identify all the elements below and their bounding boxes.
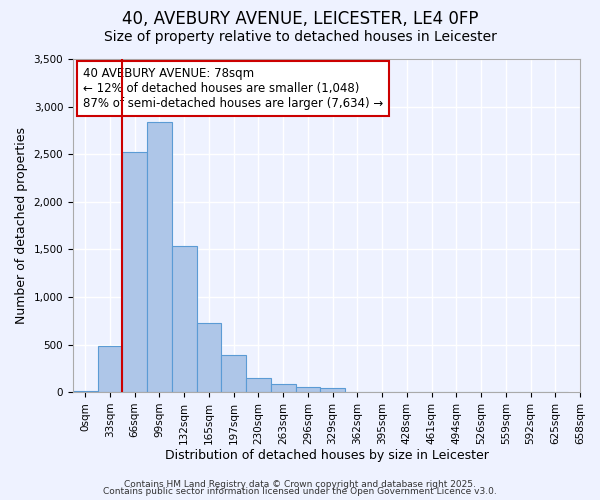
Bar <box>197 322 221 392</box>
X-axis label: Distribution of detached houses by size in Leicester: Distribution of detached houses by size … <box>164 450 488 462</box>
Y-axis label: Number of detached properties: Number of detached properties <box>15 127 28 324</box>
Text: Size of property relative to detached houses in Leicester: Size of property relative to detached ho… <box>104 30 496 44</box>
Text: 40 AVEBURY AVENUE: 78sqm
← 12% of detached houses are smaller (1,048)
87% of sem: 40 AVEBURY AVENUE: 78sqm ← 12% of detach… <box>83 68 383 110</box>
Bar <box>73 391 98 392</box>
Bar <box>320 388 345 392</box>
Bar <box>172 246 197 392</box>
Text: 40, AVEBURY AVENUE, LEICESTER, LE4 0FP: 40, AVEBURY AVENUE, LEICESTER, LE4 0FP <box>122 10 478 28</box>
Bar <box>221 355 246 392</box>
Bar <box>246 378 271 392</box>
Bar <box>147 122 172 392</box>
Text: Contains public sector information licensed under the Open Government Licence v3: Contains public sector information licen… <box>103 487 497 496</box>
Bar <box>296 388 320 392</box>
Bar <box>98 346 122 392</box>
Bar <box>122 152 147 392</box>
Text: Contains HM Land Registry data © Crown copyright and database right 2025.: Contains HM Land Registry data © Crown c… <box>124 480 476 489</box>
Bar <box>271 384 296 392</box>
